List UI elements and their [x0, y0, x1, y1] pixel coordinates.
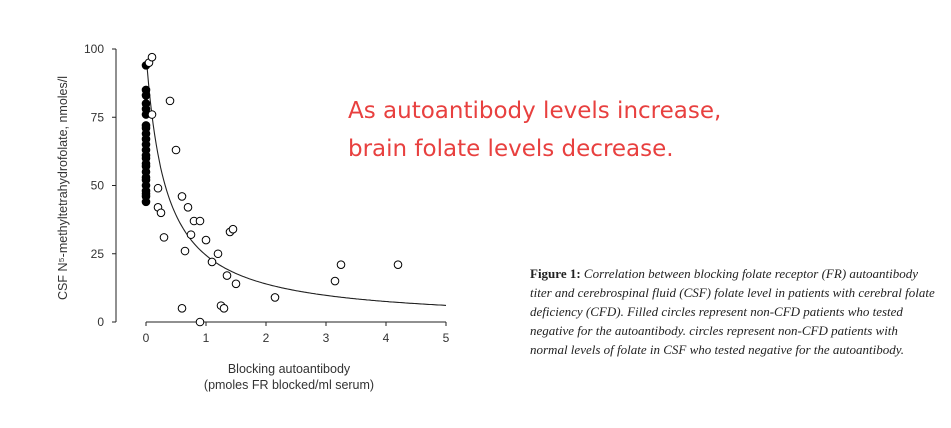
- open-point: [270, 293, 280, 302]
- annotation-line-1: As autoantibody levels increase,: [348, 98, 722, 124]
- y-axis-title: CSF N⁵-methyltetrahydrofolate, nmoles/l: [56, 76, 70, 300]
- open-point: [180, 246, 190, 256]
- x-tick-label: 5: [443, 331, 450, 345]
- y-tick-label: 0: [97, 315, 104, 329]
- open-point: [207, 257, 217, 267]
- fit-curve: [146, 68, 447, 306]
- open-point: [177, 304, 187, 313]
- open-point: [213, 249, 223, 259]
- open-point: [165, 96, 175, 106]
- open-point: [231, 279, 241, 289]
- x-tick-label: 2: [263, 331, 270, 345]
- x-ticks: 0 1 2 3 4 5: [143, 322, 450, 345]
- open-point: [147, 110, 157, 119]
- y-tick-label: 75: [91, 110, 105, 124]
- open-point: [222, 271, 232, 280]
- open-point: [147, 52, 157, 62]
- x-tick-label: 0: [143, 331, 150, 345]
- y-ticks: 0 25 50 75 100: [84, 42, 116, 329]
- open-point: [336, 260, 346, 269]
- open-point: [186, 230, 196, 239]
- y-tick-label: 25: [91, 247, 105, 261]
- open-point: [219, 304, 229, 313]
- open-point: [177, 192, 187, 201]
- caption-label: Figure 1:: [530, 266, 581, 281]
- filled-point: [141, 197, 151, 207]
- open-point: [201, 235, 211, 245]
- y-tick-label: 100: [84, 42, 104, 56]
- filled-point: [141, 91, 151, 100]
- figure-caption: Figure 1: Correlation between blocking f…: [530, 264, 935, 359]
- open-point: [228, 224, 238, 234]
- open-point: [195, 216, 205, 226]
- x-axis-title-line1: Blocking autoantibody: [228, 362, 351, 376]
- open-point: [330, 276, 340, 286]
- x-axis-title-line2: (pmoles FR blocked/ml serum): [204, 378, 374, 392]
- y-tick-label: 50: [91, 179, 105, 193]
- open-point: [153, 183, 163, 193]
- x-tick-label: 1: [203, 331, 210, 345]
- annotation-callout: As autoantibody levels increase, brain f…: [348, 92, 721, 168]
- x-tick-label: 4: [383, 331, 390, 345]
- caption-text: Correlation between blocking folate rece…: [530, 266, 935, 357]
- x-tick-label: 3: [323, 331, 330, 345]
- open-point: [183, 203, 193, 212]
- open-point: [159, 233, 169, 242]
- open-point: [195, 317, 205, 327]
- data-points: [141, 52, 403, 327]
- open-point: [393, 260, 403, 269]
- open-point: [156, 208, 166, 218]
- open-point: [171, 145, 181, 155]
- annotation-line-2: brain folate levels decrease.: [348, 136, 674, 162]
